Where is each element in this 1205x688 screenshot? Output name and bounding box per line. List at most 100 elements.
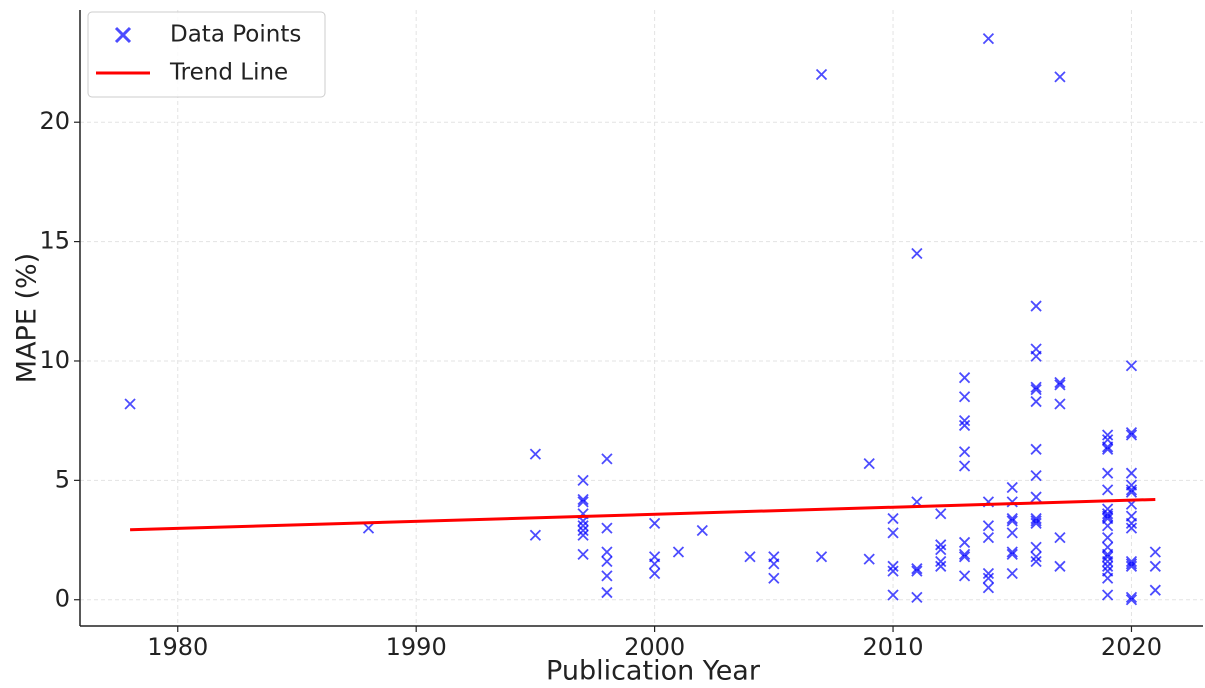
data-point <box>1125 560 1138 572</box>
data-point <box>935 508 947 520</box>
trend-line <box>130 497 1156 532</box>
data-point <box>1101 484 1114 496</box>
data-point <box>911 247 923 260</box>
data-point <box>124 398 136 410</box>
legend-box <box>87 11 326 98</box>
data-point <box>1030 381 1042 393</box>
data-point <box>601 453 613 465</box>
data-point <box>1149 546 1161 558</box>
data-point <box>982 33 995 45</box>
data-point <box>1125 426 1138 439</box>
data-point <box>1054 398 1066 410</box>
data-point <box>577 474 589 486</box>
data-point <box>1125 517 1138 529</box>
data-point <box>1054 376 1066 389</box>
data-point <box>1101 508 1114 520</box>
data-point <box>1006 481 1018 494</box>
data-point <box>577 548 589 561</box>
data-point <box>362 522 375 534</box>
data-point <box>1030 551 1042 563</box>
y-tick-label: 20 <box>39 107 70 135</box>
data-point <box>1006 527 1018 539</box>
data-point <box>863 458 875 470</box>
x-tick-label: 2020 <box>1101 633 1162 661</box>
data-point <box>601 546 613 558</box>
data-point <box>1125 555 1138 568</box>
data-point <box>1006 548 1018 561</box>
data-point <box>958 551 971 563</box>
data-point <box>672 546 685 558</box>
x-tick-label: 1990 <box>386 633 447 661</box>
data-point <box>958 460 971 472</box>
data-point <box>768 572 780 584</box>
data-point <box>887 560 899 572</box>
data-point <box>1030 395 1042 408</box>
data-point <box>1054 71 1066 83</box>
x-axis-label: Publication Year <box>546 656 761 687</box>
data-point <box>1030 512 1042 525</box>
legend-marker <box>114 26 132 44</box>
data-point <box>1125 360 1138 372</box>
data-point <box>1030 517 1042 529</box>
data-point <box>768 558 780 570</box>
data-point <box>1125 591 1138 603</box>
data-point <box>1030 491 1042 503</box>
data-point <box>1125 429 1138 441</box>
data-point <box>529 448 542 460</box>
x-tick-label: 1980 <box>147 633 208 661</box>
data-point <box>1101 520 1114 532</box>
data-point <box>1125 467 1138 479</box>
data-point <box>911 563 923 575</box>
data-point <box>1030 383 1042 396</box>
data-point <box>958 391 971 403</box>
data-point <box>1149 584 1161 596</box>
data-point <box>1006 546 1018 558</box>
data-point <box>1101 532 1114 544</box>
data-point <box>648 517 661 529</box>
legend-label: Trend Line <box>169 60 288 86</box>
data-point <box>935 543 947 556</box>
data-point <box>958 536 971 549</box>
data-point <box>696 524 708 537</box>
y-tick-label: 0 <box>55 585 70 613</box>
data-point <box>1101 441 1114 453</box>
data-point <box>1030 555 1042 568</box>
data-point <box>982 582 995 594</box>
data-point <box>958 548 971 561</box>
data-point <box>911 591 923 603</box>
data-point <box>863 553 875 565</box>
data-point <box>1030 515 1042 527</box>
data-point <box>1125 486 1138 498</box>
data-point <box>1006 567 1018 580</box>
data-point <box>601 570 613 582</box>
data-point <box>982 567 995 580</box>
data-point <box>601 555 613 568</box>
y-tick-label: 5 <box>55 465 70 493</box>
data-point <box>958 570 971 582</box>
data-point <box>1125 484 1138 496</box>
data-point <box>935 555 947 568</box>
data-point <box>1101 560 1114 572</box>
data-point <box>958 372 971 384</box>
data-point <box>815 551 828 563</box>
data-point <box>887 589 899 601</box>
data-point <box>1125 522 1138 534</box>
data-point <box>887 565 899 577</box>
data-point <box>577 496 589 508</box>
data-point <box>577 493 589 506</box>
data-point <box>744 551 756 563</box>
data-point <box>1030 469 1042 482</box>
data-point <box>887 527 899 539</box>
data-point <box>1149 560 1161 572</box>
data-point <box>529 529 542 541</box>
data-point <box>982 520 995 532</box>
legend-label: Data Points <box>170 22 301 48</box>
data-point <box>601 522 613 534</box>
data-point <box>935 560 947 572</box>
data-point <box>1030 541 1042 553</box>
data-point <box>1030 300 1042 312</box>
x-tick-label: 2000 <box>624 633 685 661</box>
data-point <box>1101 429 1114 441</box>
data-point <box>887 512 899 525</box>
data-point <box>982 532 995 544</box>
